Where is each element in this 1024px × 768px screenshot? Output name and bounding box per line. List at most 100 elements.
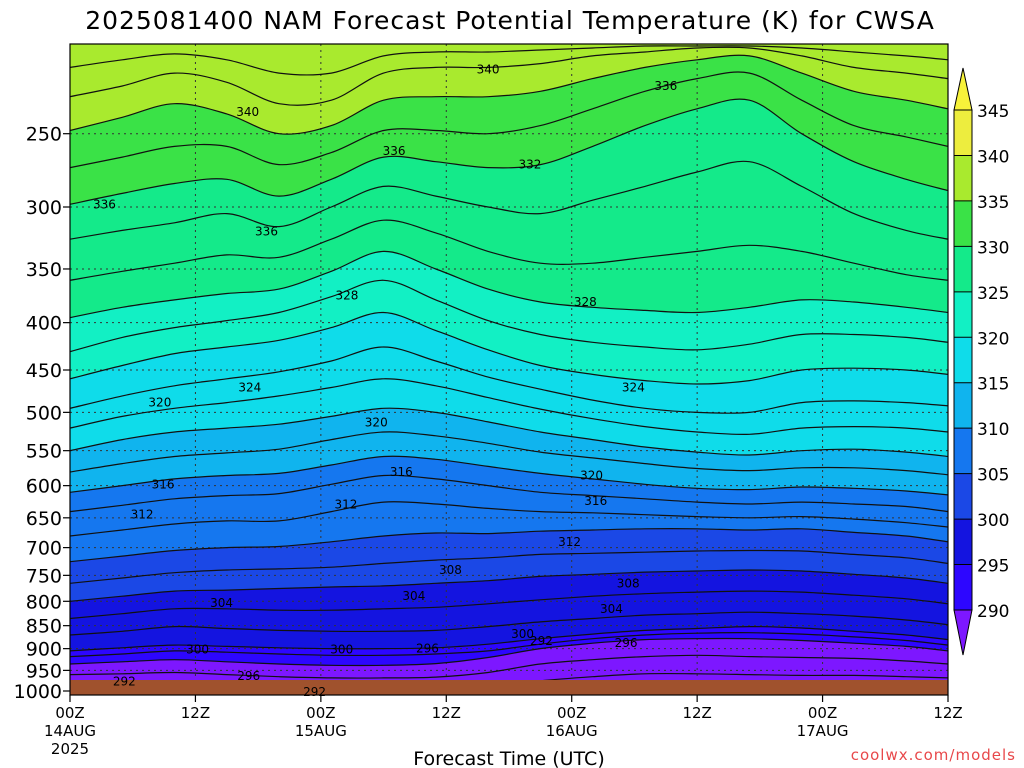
y-tick-label: 250 [26, 124, 62, 146]
contour-label: 304 [210, 596, 233, 610]
x-tick-date: 14AUG [44, 722, 96, 740]
isentrope-320 [70, 407, 948, 458]
colorbar-segment [954, 428, 972, 474]
isentrope-298 [70, 632, 948, 658]
x-tick-label: 00Z [557, 704, 586, 722]
contour-label: 316 [584, 494, 607, 508]
chart-title: 2025081400 NAM Forecast Potential Temper… [85, 6, 935, 35]
isentrope-334 [70, 160, 948, 240]
contour-label: 312 [334, 498, 357, 512]
terrain [70, 680, 948, 695]
colorbar-segment [954, 200, 972, 247]
colorbar: 345 340 335 330 325 320 315 310 305 300 295 290 [953, 67, 1009, 656]
contour-label: 300 [186, 643, 209, 657]
colorbar-label: 330 [977, 238, 1009, 258]
colorbar-label: 340 [977, 147, 1009, 167]
colorbar-segment [954, 337, 972, 383]
y-tick-label: 750 [26, 565, 62, 587]
terrain-strip [70, 680, 948, 695]
y-tick-label: 1000 [14, 681, 62, 703]
x-tick-label: 12Z [682, 704, 711, 722]
y-tick-label: 350 [26, 259, 62, 281]
isentrope-318 [70, 431, 948, 476]
y-tick-label: 300 [26, 197, 62, 219]
isentrope-304 [70, 590, 948, 620]
isentrope-340 [70, 54, 948, 135]
isentrope-294 [70, 654, 948, 679]
contour-label: 340 [236, 105, 259, 119]
isentrope-338 [70, 71, 948, 169]
isentrope-326 [70, 311, 948, 385]
contour-label: 296 [615, 636, 638, 650]
contour-label: 304 [600, 602, 623, 616]
colorbar-segment [954, 155, 972, 201]
isentrope-314 [70, 474, 948, 513]
colorbar-segment [954, 564, 972, 610]
contour-label: 336 [255, 225, 278, 239]
contour-label: 308 [617, 576, 640, 590]
isentrope-344 [70, 45, 948, 76]
credit-link[interactable]: coolwx.com/models [851, 746, 1016, 764]
contour-label: 320 [580, 468, 603, 482]
contour-label: 336 [93, 197, 116, 211]
contour-label: 336 [383, 144, 406, 158]
contour-label: 296 [416, 642, 439, 656]
isentrope-316 [70, 455, 948, 496]
colorbar-label: 325 [977, 284, 1009, 304]
colorbar-over [953, 67, 973, 111]
y-tick-label: 850 [26, 616, 62, 638]
contour-label: 316 [390, 465, 413, 479]
contour-label: 292 [113, 675, 136, 689]
x-axis-label: Forecast Time (UTC) [413, 748, 604, 768]
isentrope-312 [70, 501, 948, 537]
y-tick-label: 950 [26, 660, 62, 682]
isentrope-342 [70, 46, 948, 106]
colorbar-label: 345 [977, 102, 1009, 122]
contour-label: 312 [558, 535, 581, 549]
y-tick-label: 700 [26, 538, 62, 560]
y-tick-label: 900 [26, 639, 62, 661]
colorbar-label: 315 [977, 375, 1009, 395]
isentrope-300 [70, 625, 948, 652]
isentrope-336 [70, 98, 948, 205]
colorbar-segment [954, 519, 972, 565]
filled-contours [70, 44, 948, 695]
y-tick-label: 400 [26, 313, 62, 335]
x-tick-date: 16AUG [546, 722, 598, 740]
colorbar-segment [954, 382, 972, 429]
contour-label: 292 [530, 634, 553, 648]
contour-label: 324 [622, 380, 645, 394]
x-tick-label: 00Z [306, 704, 335, 722]
x-tick-label: 12Z [181, 704, 210, 722]
contour-label: 292 [303, 685, 326, 699]
y-tick-label: 600 [26, 476, 62, 498]
x-tick-label: 00Z [55, 704, 84, 722]
colorbar-segment [954, 473, 972, 520]
colorbar-under [953, 609, 973, 656]
contour-label: 328 [336, 289, 359, 303]
contour-label: 328 [574, 295, 597, 309]
isentrope-310 [70, 528, 948, 563]
contour-label: 296 [237, 669, 260, 683]
contour-label: 308 [439, 563, 462, 577]
contour-label: 304 [402, 589, 425, 603]
isentrope-308 [70, 549, 948, 584]
contour-label: 316 [152, 477, 175, 491]
contour-label: 300 [511, 627, 534, 641]
contour-label: 340 [477, 62, 500, 76]
x-tick-date: 15AUG [295, 722, 347, 740]
contour-label: 300 [330, 643, 353, 657]
isentrope-302 [70, 611, 948, 636]
contour-label: 332 [518, 158, 541, 172]
y-tick-label: 650 [26, 508, 62, 530]
isentrope-contours [70, 45, 948, 692]
colorbar-label: 320 [977, 329, 1009, 349]
colorbar-label: 310 [977, 420, 1009, 440]
isentrope-306 [70, 569, 948, 602]
y-axis: 2503003504004505005506006507007508008509… [14, 124, 70, 703]
colorbar-label: 295 [977, 557, 1009, 577]
isentrope-328 [70, 279, 948, 353]
contour-label: 312 [131, 508, 154, 522]
